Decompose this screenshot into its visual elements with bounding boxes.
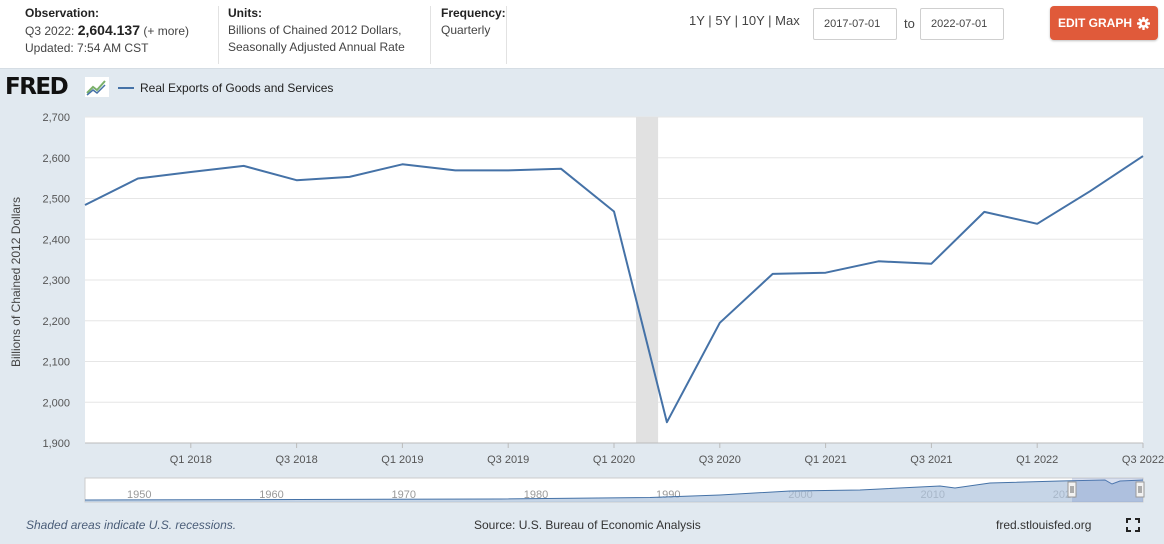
gear-icon	[1137, 16, 1150, 30]
divider	[506, 6, 507, 64]
x-tick-label: Q3 2019	[487, 454, 529, 466]
frequency-label: Frequency:	[441, 6, 506, 20]
navigator-line	[84, 479, 1144, 501]
edit-graph-label: EDIT GRAPH	[1057, 16, 1132, 30]
navigator-selection	[1072, 478, 1143, 502]
updated-time: Updated: 7:54 AM CST	[25, 41, 149, 55]
to-label: to	[904, 16, 915, 31]
edit-graph-button[interactable]: EDIT GRAPH	[1050, 6, 1158, 40]
navigator-year-label: 1950	[127, 489, 151, 501]
x-tick-label: Q1 2021	[804, 454, 846, 466]
top-bar: Observation: Q3 2022: 2,604.137 (+ more)…	[0, 0, 1164, 69]
frequency-block: Frequency: Quarterly	[441, 5, 506, 39]
navigator-year-label: 1980	[524, 489, 548, 501]
range-separator: |	[768, 13, 772, 28]
divider	[218, 6, 219, 64]
range-separator: |	[734, 13, 738, 28]
x-tick-label: Q1 2022	[1016, 454, 1058, 466]
range-1y-button[interactable]: 1Y	[689, 13, 705, 28]
legend-swatch	[118, 87, 134, 89]
navigator-handle[interactable]	[1067, 481, 1077, 498]
range-5y-button[interactable]: 5Y	[715, 13, 731, 28]
x-tick-label: Q3 2018	[275, 454, 317, 466]
y-tick-label: 2,300	[42, 275, 70, 287]
fullscreen-icon[interactable]	[1126, 518, 1140, 532]
navigator-area	[85, 480, 1143, 502]
range-10y-button[interactable]: 10Y	[741, 13, 765, 28]
x-tick-label: Q1 2019	[381, 454, 423, 466]
y-tick-label: 2,400	[42, 234, 70, 246]
y-tick-label: 2,100	[42, 357, 70, 369]
range-separator: |	[708, 13, 712, 28]
units-block: Units: Billions of Chained 2012 Dollars,…	[228, 5, 405, 56]
x-tick-label: Q3 2020	[699, 454, 741, 466]
site-link[interactable]: fred.stlouisfed.org	[996, 518, 1092, 532]
units-line-1: Billions of Chained 2012 Dollars,	[228, 23, 402, 37]
navigator-handle[interactable]	[1135, 481, 1145, 498]
observation-label: Observation:	[25, 6, 100, 20]
end-date-input[interactable]	[920, 8, 1004, 40]
y-tick-label: 2,200	[42, 316, 70, 328]
fred-logo-chart-icon	[85, 77, 109, 97]
source-text: Source: U.S. Bureau of Economic Analysis	[474, 518, 701, 532]
x-tick-label: Q3 2022	[1122, 454, 1164, 466]
legend-series-name: Real Exports of Goods and Services	[140, 81, 334, 95]
fred-logo: FRED	[5, 74, 69, 100]
range-max-button[interactable]: Max	[775, 13, 800, 28]
y-axis-label: Billions of Chained 2012 Dollars	[9, 197, 23, 367]
recession-shading	[636, 117, 659, 443]
navigator-year-label: 1960	[259, 489, 283, 501]
frequency-value: Quarterly	[441, 23, 491, 37]
y-tick-label: 1,900	[42, 438, 70, 450]
divider	[430, 6, 431, 64]
recession-note: Shaded areas indicate U.S. recessions.	[26, 518, 237, 532]
units-label: Units:	[228, 6, 262, 20]
observation-value: 2,604.137	[77, 22, 141, 38]
y-tick-label: 2,500	[42, 194, 70, 206]
range-selector: 1Y | 5Y | 10Y | Max	[689, 13, 800, 28]
start-date-input[interactable]	[813, 8, 897, 40]
navigator-year-label: 1970	[391, 489, 415, 501]
observation-period: Q3 2022:	[25, 24, 75, 38]
chart-legend: Real Exports of Goods and Services	[118, 81, 333, 95]
observation-block: Observation: Q3 2022: 2,604.137 (+ more)…	[25, 5, 189, 57]
observation-more-link[interactable]: (+ more)	[143, 24, 190, 38]
y-tick-label: 2,700	[42, 112, 70, 124]
series-line	[84, 155, 1144, 424]
x-tick-label: Q1 2020	[593, 454, 635, 466]
y-tick-label: 2,000	[42, 397, 70, 409]
y-tick-label: 2,600	[42, 153, 70, 165]
x-tick-label: Q1 2018	[170, 454, 212, 466]
units-line-2: Seasonally Adjusted Annual Rate	[228, 40, 405, 54]
x-tick-label: Q3 2021	[910, 454, 952, 466]
